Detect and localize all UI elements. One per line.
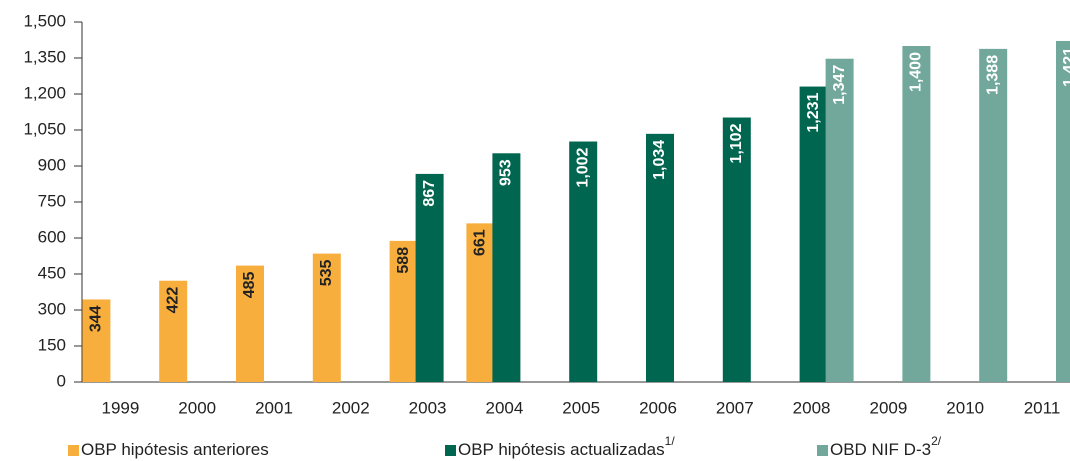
value-label: 1,002	[574, 147, 591, 187]
value-label: 1,388	[984, 55, 1001, 95]
value-label: 1,231	[805, 92, 822, 132]
x-tick-label: 2007	[716, 398, 754, 417]
x-tick-label: 2004	[485, 398, 523, 417]
x-tick-label: 2001	[255, 398, 293, 417]
y-tick-label: 150	[38, 335, 66, 354]
x-tick-label: 2000	[178, 398, 216, 417]
y-tick-label: 1,050	[23, 119, 66, 138]
legend-label: OBD NIF D-32/	[830, 434, 942, 459]
bar	[466, 223, 495, 382]
bar	[902, 46, 931, 382]
bar	[236, 265, 264, 382]
bar	[979, 48, 1008, 382]
x-tick-label: 2006	[639, 398, 677, 417]
x-tick-label: 2009	[869, 398, 907, 417]
bar	[159, 280, 188, 382]
y-tick-label: 900	[38, 155, 66, 174]
bar	[722, 117, 751, 383]
legend-note: 1/	[665, 434, 676, 448]
value-label: 1,400	[908, 52, 925, 92]
x-tick-label: 2008	[793, 398, 831, 417]
y-tick-label: 1,350	[23, 47, 66, 66]
bar	[492, 153, 521, 382]
x-tick-label: 2002	[332, 398, 370, 417]
bar	[82, 299, 111, 382]
y-tick-label: 0	[57, 371, 66, 390]
value-label: 485	[241, 272, 258, 299]
y-tick-label: 1,200	[23, 83, 66, 102]
bar	[1056, 40, 1070, 383]
value-label: 1,347	[831, 65, 848, 105]
legend-note: 2/	[931, 434, 942, 448]
value-label: 588	[395, 247, 412, 274]
x-tick-label: 1999	[101, 398, 139, 417]
x-tick-label: 2011	[1024, 398, 1061, 417]
bar	[415, 173, 444, 382]
value-label: 953	[498, 159, 515, 186]
legend-name: OBD NIF D-3	[830, 440, 931, 459]
legend-swatch	[68, 445, 79, 456]
x-tick-label: 2010	[946, 398, 984, 417]
legend-swatch	[817, 445, 828, 456]
bar	[312, 253, 341, 382]
bar	[799, 86, 828, 382]
value-label: 867	[421, 180, 438, 207]
y-tick-label: 450	[38, 263, 66, 282]
y-tick-label: 1,500	[23, 11, 66, 30]
value-label: 1,034	[651, 140, 668, 180]
x-tick-label: 2005	[562, 398, 600, 417]
legend-name: OBP hipótesis anteriores	[81, 440, 269, 459]
x-tick-label: 2003	[409, 398, 447, 417]
y-tick-label: 600	[38, 227, 66, 246]
bar	[825, 58, 854, 382]
value-label: 1,102	[728, 123, 745, 163]
legend-name: OBP hipótesis actualizadas	[458, 440, 665, 459]
y-tick-label: 300	[38, 299, 66, 318]
value-label: 344	[88, 305, 105, 332]
value-label: 661	[472, 229, 489, 256]
bar	[646, 133, 674, 382]
y-tick-label: 750	[38, 191, 66, 210]
legend-swatch	[445, 445, 456, 456]
legend-label: OBP hipótesis anteriores	[81, 440, 269, 459]
value-label: 535	[318, 260, 335, 287]
bar	[389, 240, 418, 382]
bar	[569, 141, 598, 382]
value-label: 422	[164, 287, 181, 314]
value-label: 1,421	[1061, 47, 1070, 87]
legend-label: OBP hipótesis actualizadas1/	[458, 434, 675, 459]
